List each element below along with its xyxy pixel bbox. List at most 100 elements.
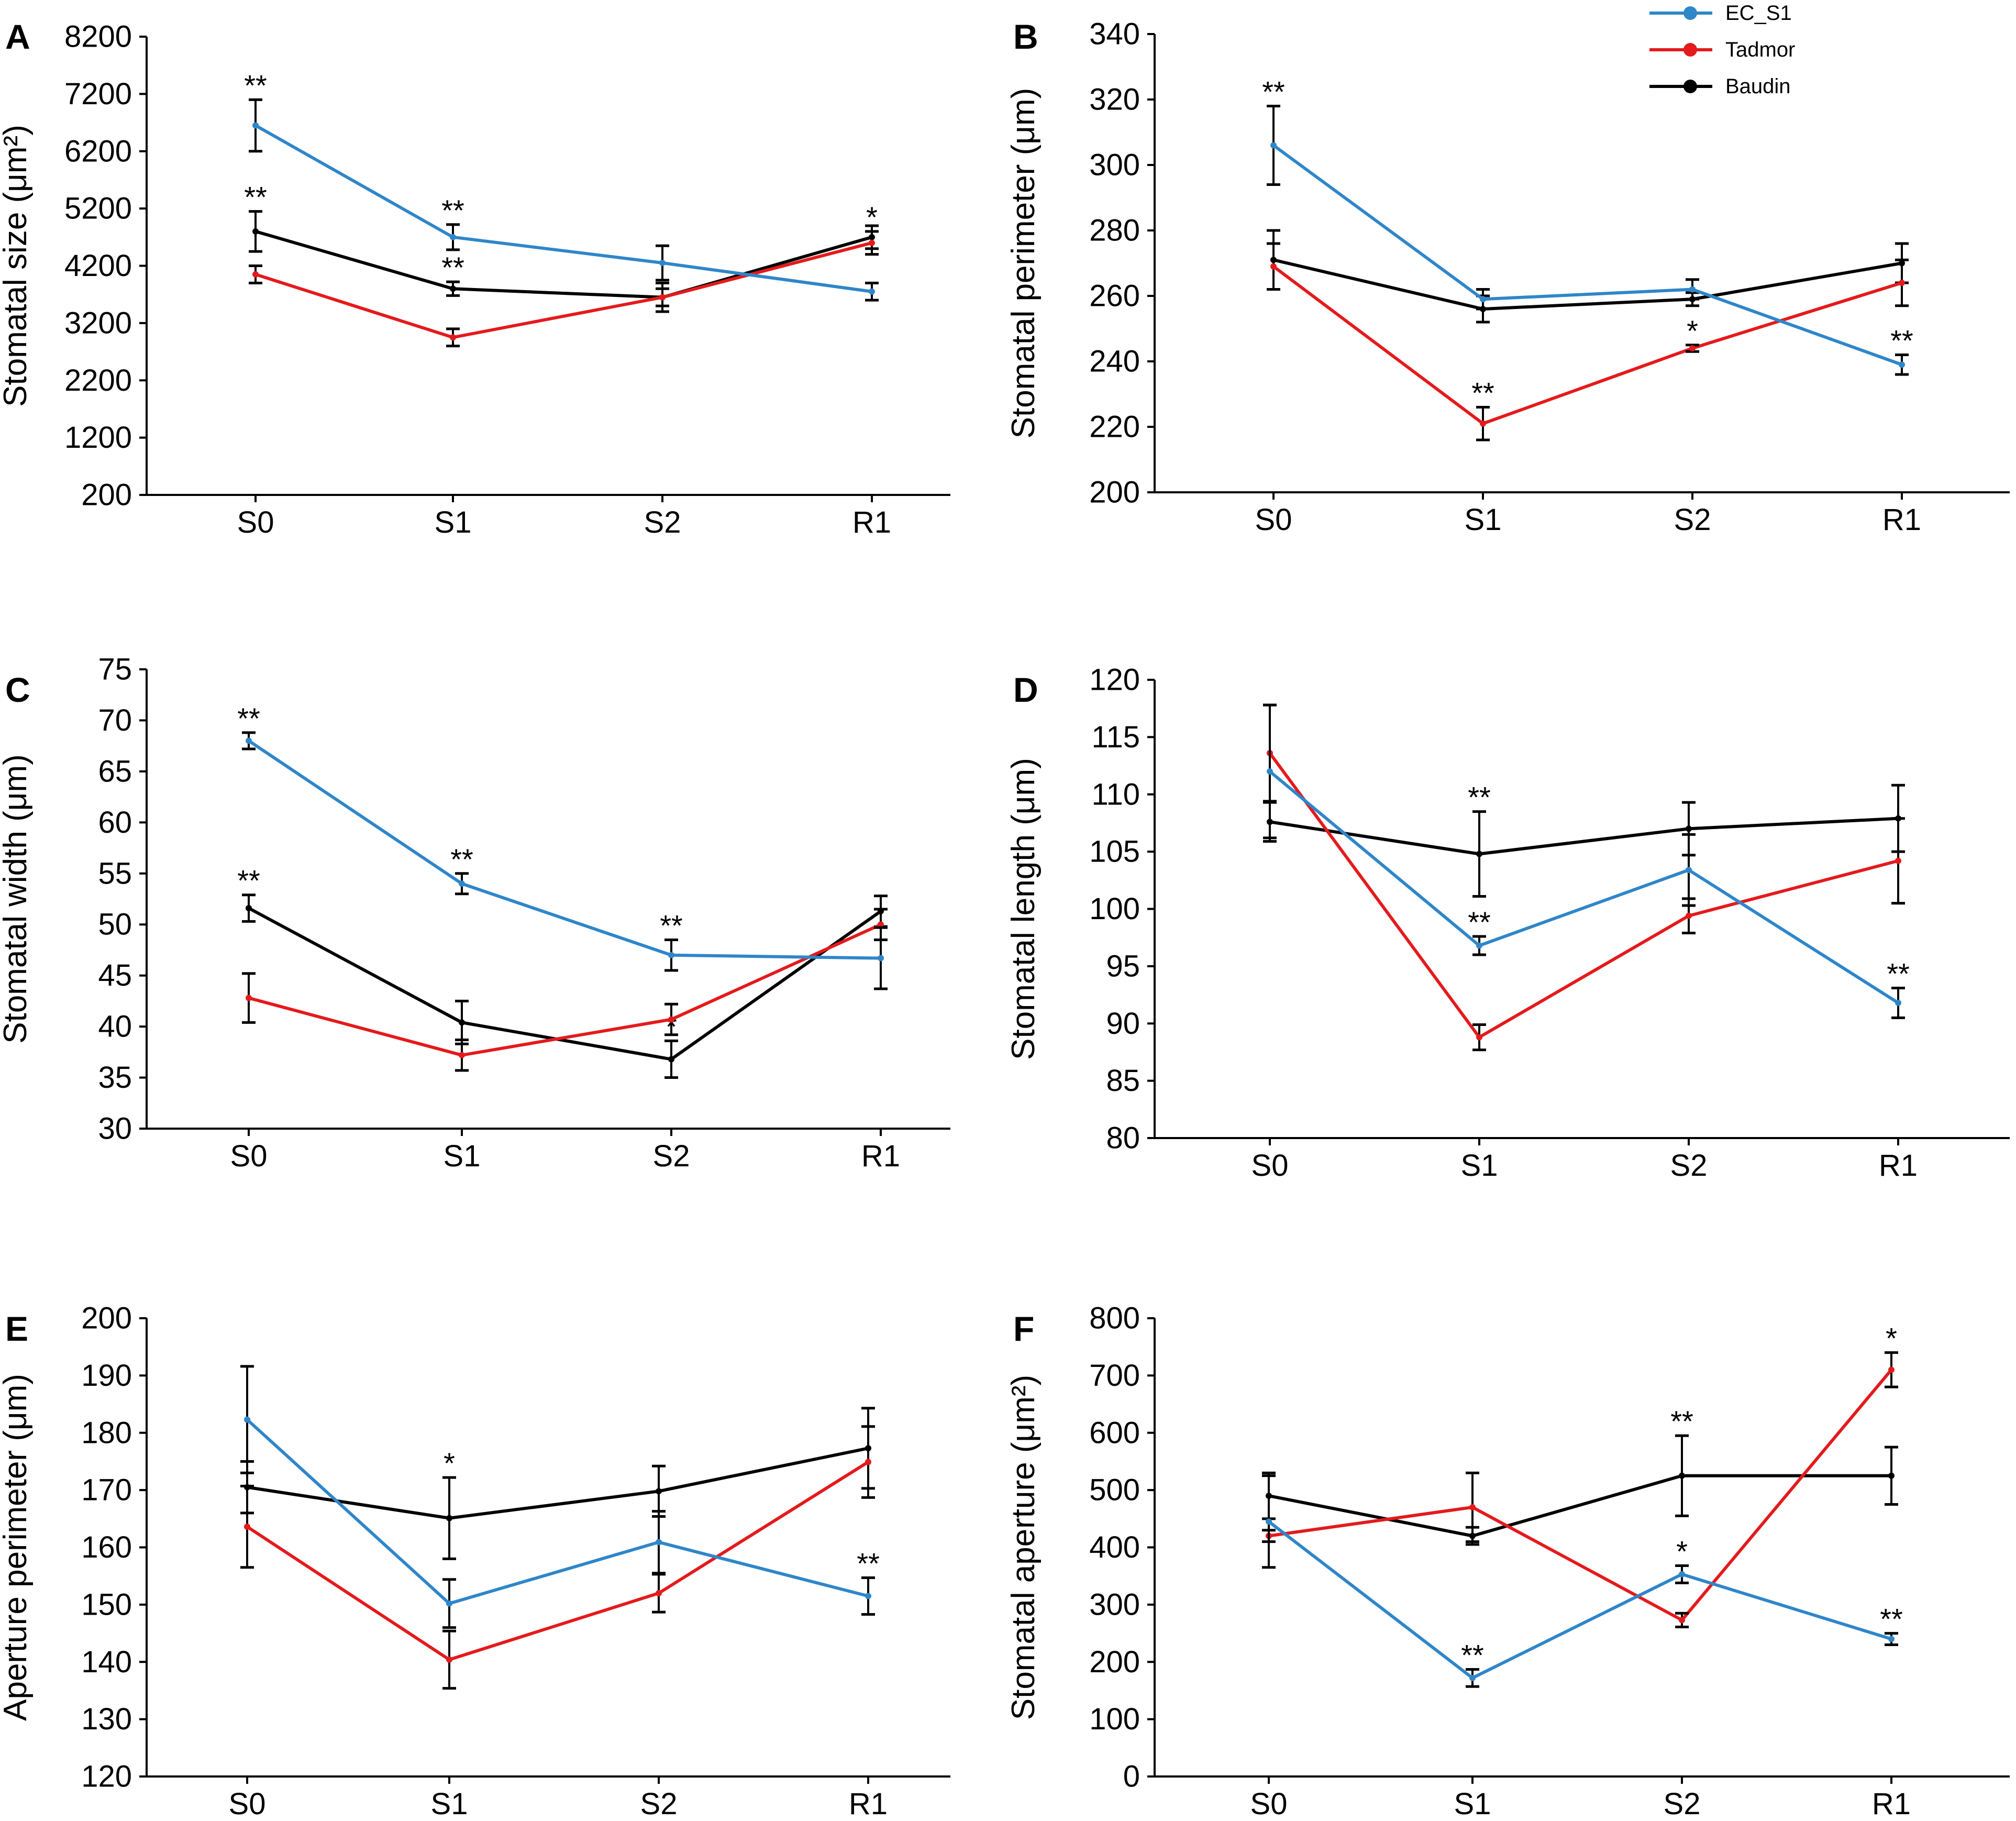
y-tick-label: 105 [1089,835,1140,869]
data-point [878,955,884,962]
y-tick-label: 100 [1089,1702,1140,1736]
data-point [246,737,252,744]
significance-label: * [444,1447,455,1480]
data-point [869,288,875,295]
data-point [446,1515,452,1521]
series-line [1269,770,1899,1005]
x-tick-label: S2 [1674,503,1711,537]
y-tick-label: 30 [98,1112,132,1146]
data-point [1899,361,1905,368]
y-tick-label: 85 [1106,1064,1140,1098]
y-tick-label: 70 [98,703,132,737]
y-tick-label: 700 [1089,1359,1140,1393]
panel-label: F [1013,1309,1034,1348]
data-point [246,995,252,1001]
significance-label: ** [244,69,267,102]
y-axis-title: Stomatal size (μm²) [0,125,34,407]
series-tadmor [242,908,888,1072]
series-line [254,124,872,293]
series-baudin: ** ** [244,181,879,307]
panel-e: E 120 130 140 150 160 170 180 190 200 S0 S1 S2 R1 Aper… [0,1301,950,1821]
y-tick-label: 60 [98,805,132,840]
legend-item-baudin: Baudin [1649,75,1791,98]
series-ec-s1: ** ** [1263,703,1910,1019]
significance-label: ** [1262,75,1285,108]
y-tick-label: 115 [1092,720,1140,754]
legend-marker [1683,6,1697,20]
panel-label: A [5,17,30,56]
y-tick-label: 800 [1089,1301,1140,1336]
panel-d: D 80 85 90 95 100 105 110 115 120 S0 S1 S2 R1 Stomatal… [1005,663,2010,1183]
data-point [1888,1366,1895,1373]
y-tick-label: 260 [1089,279,1140,313]
data-point [246,905,252,912]
data-point [1679,1472,1685,1479]
data-point [1480,296,1486,303]
y-tick-label: 6200 [64,134,132,168]
series-ec-s1: ** [240,1365,880,1629]
significance-label: ** [237,864,260,897]
series-tadmor: * [249,201,879,348]
legend-item-ec-s1: EC_S1 [1649,2,1792,25]
data-point [1270,263,1277,270]
y-tick-label: 95 [1106,949,1140,983]
data-point [1895,999,1901,1006]
y-tick-label: 190 [81,1359,132,1393]
y-tick-label: 240 [1089,345,1140,379]
series-line [1272,265,1902,425]
y-tick-label: 7200 [64,77,132,111]
data-point [252,228,259,235]
data-point [252,271,259,278]
data-point [878,921,884,928]
y-axis-title: Stomatal aperture (μm²) [1005,1375,1042,1720]
significance-label: ** [1887,957,1910,990]
y-tick-label: 500 [1089,1473,1140,1507]
y-tick-label: 150 [81,1587,132,1621]
y-tick-label: 45 [98,958,132,992]
data-point [668,1016,674,1023]
y-tick-label: 600 [1089,1416,1140,1450]
data-point [1476,851,1482,857]
series-line [1272,144,1903,367]
y-tick-label: 5200 [64,192,132,226]
y-tick-label: 200 [1089,476,1140,510]
data-point [1270,142,1277,149]
significance-label: * [866,201,878,234]
panel-b: B 200 220 240 260 280 300 320 340 S0 S1 S2 R1 Stomata… [1005,17,2010,537]
x-tick-label: R1 [849,1787,888,1821]
data-point [450,334,456,341]
series-baudin: ** [1263,781,1905,898]
y-tick-label: 160 [81,1530,132,1564]
significance-label: ** [1880,1603,1903,1636]
data-point [668,952,674,958]
y-tick-label: 220 [1089,410,1140,444]
x-tick-label: R1 [1882,503,1921,537]
significance-label: ** [441,194,464,227]
data-point [1469,1504,1476,1510]
y-axis-title: Stomatal width (μm) [0,754,34,1044]
y-tick-label: 400 [1089,1530,1140,1564]
y-tick-label: 8200 [64,20,132,54]
data-point [459,880,465,887]
y-tick-label: 2200 [64,363,132,398]
y-tick-label: 110 [1092,777,1140,811]
x-tick-label: S2 [1670,1149,1708,1183]
y-tick-label: 300 [1089,1587,1140,1621]
y-tick-label: 55 [98,856,132,890]
data-point [1686,825,1692,832]
data-point [459,1019,465,1026]
y-tick-label: 40 [98,1010,132,1044]
y-axis-title: Aperture perimeter (μm) [0,1374,34,1721]
data-point [1476,942,1482,949]
panel-label: E [5,1309,28,1348]
y-tick-label: 35 [98,1061,132,1095]
series-line [1268,1474,1891,1538]
data-point [1686,867,1692,874]
series-line [246,1418,869,1605]
legend-label: Tadmor [1725,38,1795,61]
data-point [1679,1571,1685,1577]
data-point [1476,1034,1482,1041]
x-tick-label: S0 [229,1787,266,1821]
x-tick-label: S0 [1255,503,1292,537]
